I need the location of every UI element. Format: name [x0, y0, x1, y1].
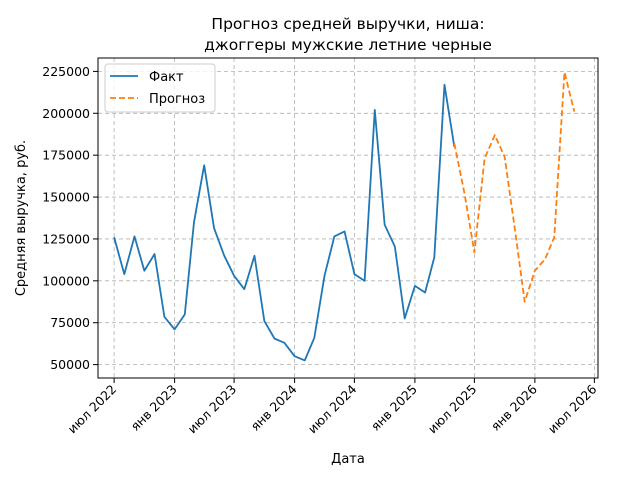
y-tick-label: 100000 [42, 273, 90, 288]
series-line-forecast [453, 71, 576, 303]
y-tick-label: 175000 [42, 148, 90, 163]
data-point [442, 83, 446, 87]
data-point [202, 163, 206, 167]
data-point [523, 300, 527, 304]
data-point [513, 227, 517, 231]
data-point [282, 341, 286, 345]
plot-frame [97, 57, 599, 379]
data-point [483, 157, 487, 161]
legend-label-forecast: Прогноз [149, 92, 205, 107]
data-point [472, 250, 476, 254]
data-point [232, 274, 236, 278]
data-point [312, 336, 316, 340]
data-point [142, 269, 146, 273]
data-point [222, 254, 226, 258]
data-point [493, 133, 497, 137]
x-axis-title: Дата [331, 452, 365, 467]
y-tick-label: 150000 [42, 190, 90, 205]
data-point [343, 229, 347, 233]
y-axis-title: Средняя выручка, руб. [14, 140, 29, 296]
data-point [122, 272, 126, 276]
data-point [432, 255, 436, 259]
data-point [423, 291, 427, 295]
data-point [363, 279, 367, 283]
data-point [192, 220, 196, 224]
data-point [242, 287, 246, 291]
data-point [463, 192, 467, 196]
data-point [413, 284, 417, 288]
data-point [373, 108, 377, 112]
series-lines [112, 70, 576, 362]
data-point [273, 337, 277, 341]
data-point [543, 257, 547, 261]
data-point [352, 272, 356, 276]
data-point [252, 254, 256, 258]
y-tick-label: 125000 [42, 231, 90, 246]
data-point [212, 226, 216, 230]
data-point [503, 155, 507, 159]
y-tick-label: 75000 [50, 315, 90, 330]
data-point [112, 235, 116, 239]
data-point [572, 110, 576, 114]
data-point [162, 315, 166, 319]
grid-lines [98, 58, 598, 378]
data-point [153, 252, 157, 256]
chart-title-line-2: джоггеры мужские летние черные [204, 36, 492, 54]
data-point [332, 234, 336, 238]
data-point [552, 235, 556, 239]
data-point [393, 244, 397, 248]
data-point [262, 319, 266, 323]
data-point [183, 312, 187, 316]
legend-label-fact: Факт [149, 70, 184, 85]
y-tick-label: 50000 [50, 357, 90, 372]
data-point [533, 269, 537, 273]
data-point [173, 327, 177, 331]
data-point [562, 70, 566, 74]
y-tick-label: 225000 [42, 64, 90, 79]
data-point [452, 141, 456, 145]
series-line-fact [113, 83, 456, 362]
data-point [403, 317, 407, 321]
y-tick-label: 200000 [42, 106, 90, 121]
data-point [303, 358, 307, 362]
legend: Факт Прогноз [104, 63, 216, 113]
data-point [132, 234, 136, 238]
data-point [383, 223, 387, 227]
chart-title-line-1: Прогноз средней выручки, ниша: [211, 15, 484, 33]
data-point [322, 274, 326, 278]
data-point [293, 354, 297, 358]
